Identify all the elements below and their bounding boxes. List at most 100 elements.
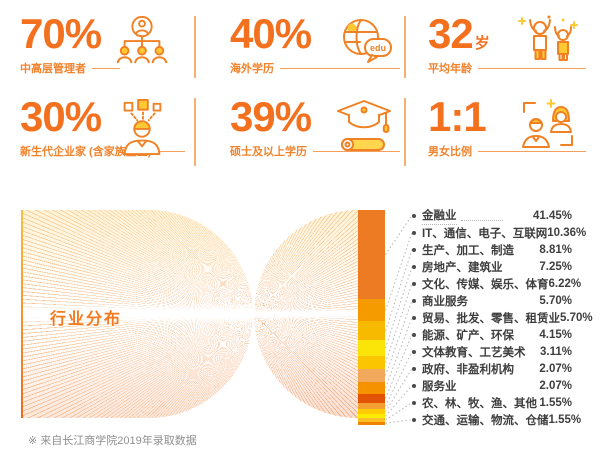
bullet-dot bbox=[412, 383, 416, 388]
industry-row: 文化、传媒、娱乐、体育 6.22% bbox=[412, 275, 581, 292]
stat-rule bbox=[157, 150, 186, 152]
bar-segment bbox=[358, 381, 385, 394]
industry-label: 商业服务 bbox=[422, 295, 468, 308]
footnote: ※ 来自长江商学院2019年录取数据 bbox=[28, 435, 197, 447]
stacked-bar bbox=[358, 210, 385, 425]
industry-label: 交通、运输、物流、仓储 bbox=[422, 414, 549, 427]
stat-rule bbox=[92, 67, 120, 69]
stat-label: 海外学历 bbox=[230, 63, 274, 75]
industry-label: 生产、加工、制造 bbox=[422, 244, 514, 257]
industry-row: 文体教育、工艺美术 3.11% bbox=[412, 343, 572, 360]
chart-title: 行业分布 bbox=[50, 311, 123, 328]
bullet-dot bbox=[412, 366, 416, 371]
stat-label: 中高层管理者 bbox=[20, 63, 86, 75]
industry-value: 5.70% bbox=[539, 294, 572, 307]
stat-label: 男女比例 bbox=[428, 146, 472, 158]
bar-segment bbox=[358, 393, 385, 403]
bullet-dot bbox=[412, 417, 416, 422]
stat-unit: 岁 bbox=[474, 35, 490, 52]
bullet-dot bbox=[412, 281, 416, 286]
stat-average-age: 32 岁 平均年龄 bbox=[428, 13, 586, 85]
bar-segment bbox=[358, 321, 385, 341]
industry-label: 能源、矿产、环保 bbox=[422, 329, 514, 342]
industry-value: 1.55% bbox=[539, 396, 572, 409]
column-divider bbox=[404, 98, 406, 166]
industry-value: 5.70% bbox=[560, 311, 593, 324]
stat-rule bbox=[478, 67, 586, 69]
bullet-dot bbox=[412, 332, 416, 337]
globe-edu-icon: edu bbox=[343, 19, 392, 63]
stat-masters-degree: 39% 硕士及以上学历 bbox=[230, 96, 400, 168]
stat-label: 平均年龄 bbox=[428, 63, 472, 75]
industry-row: 服务业 2.07% bbox=[412, 377, 572, 394]
bar-segment bbox=[358, 409, 385, 414]
stat-overseas-education: 40% 海外学历 edu bbox=[230, 13, 400, 85]
stat-new-generation-entrepreneurs: 30% 新生代企业家 (含家族企业) bbox=[20, 96, 193, 168]
industry-row: 政府、非盈利机构 2.07% bbox=[412, 360, 572, 377]
bar-segment bbox=[358, 421, 385, 425]
bullet-dot bbox=[412, 315, 416, 320]
bar-segment bbox=[358, 369, 385, 382]
industry-value: 4.15% bbox=[539, 328, 572, 341]
industry-value: 6.22% bbox=[548, 277, 582, 290]
bullet-dot bbox=[412, 349, 416, 354]
fan-edge-accent-line bbox=[21, 210, 23, 418]
industry-label: 政府、非盈利机构 bbox=[422, 363, 514, 376]
column-divider bbox=[404, 16, 406, 78]
industry-label: 金融业 bbox=[422, 207, 457, 225]
industry-row: 农、林、牧、渔、其他 1.55% bbox=[412, 394, 572, 411]
leader-lines bbox=[385, 215, 412, 424]
industry-row: 生产、加工、制造 8.81% bbox=[412, 241, 572, 258]
industry-value: 2.07% bbox=[539, 379, 572, 392]
industry-label: IT、通信、电子、互联网 bbox=[422, 227, 548, 240]
gender-ratio-icon bbox=[522, 99, 573, 148]
bullet-dot bbox=[412, 247, 416, 252]
bullet-dot bbox=[412, 230, 416, 235]
bullet-dot bbox=[412, 298, 416, 303]
bullet-dot bbox=[412, 264, 416, 269]
industry-value: 8.81% bbox=[539, 243, 572, 256]
stat-value: 30% bbox=[20, 93, 102, 140]
bar-segment bbox=[358, 413, 385, 419]
fan-waist-gap bbox=[22, 303, 253, 325]
industry-label: 文化、传媒、娱乐、体育 bbox=[422, 278, 549, 291]
svg-text:edu: edu bbox=[370, 43, 386, 53]
fan-waist-gap bbox=[254, 308, 358, 320]
industry-value: 7.25% bbox=[539, 260, 572, 273]
entrepreneur-icon bbox=[123, 98, 162, 156]
industry-value: 41.45% bbox=[532, 209, 572, 222]
stat-middle-senior-managers: 70% 中高层管理者 bbox=[20, 13, 193, 85]
stat-gender-ratio: 1:1 男女比例 bbox=[428, 96, 586, 168]
industry-list: 金融业 41.45% IT、通信、电子、互联网 10.36% 生产、加工、制造 8.81%… bbox=[412, 207, 593, 428]
industry-row: 贸易、批发、零售、租赁业 5.70% bbox=[412, 309, 593, 326]
industry-row: 金融业 41.45% bbox=[412, 207, 572, 225]
stat-value: 70% bbox=[20, 10, 102, 57]
industry-row: 交通、运输、物流、仓储 1.55% bbox=[412, 411, 581, 428]
bar-segment bbox=[358, 340, 385, 356]
industry-value: 3.11% bbox=[540, 345, 572, 358]
bar-segment bbox=[358, 418, 385, 422]
industry-row: 商业服务 5.70% bbox=[412, 292, 572, 309]
bar-segment bbox=[358, 355, 385, 370]
industry-label: 服务业 bbox=[422, 380, 457, 393]
bullet-dot bbox=[412, 400, 416, 405]
column-divider bbox=[194, 16, 196, 78]
bullet-dot bbox=[412, 213, 416, 218]
cheering-people-icon bbox=[518, 15, 578, 61]
industry-label: 房地产、建筑业 bbox=[422, 261, 503, 274]
stat-label: 硕士及以上学历 bbox=[230, 146, 307, 158]
industry-row: IT、通信、电子、互联网 10.36% bbox=[412, 224, 586, 241]
stat-value: 32 bbox=[428, 10, 474, 57]
stat-label: 新生代企业家 (含家族企业) bbox=[20, 146, 152, 158]
org-chart-icon bbox=[116, 15, 168, 64]
industry-row: 能源、矿产、环保 4.15% bbox=[412, 326, 572, 343]
stat-rule bbox=[280, 67, 400, 69]
stat-value: 39% bbox=[230, 93, 312, 140]
bar-segment bbox=[358, 210, 385, 300]
bar-segment bbox=[358, 299, 385, 322]
industry-label: 农、林、牧、渔、其他 bbox=[422, 397, 537, 410]
industry-value: 2.07% bbox=[539, 362, 572, 375]
industry-value: 10.36% bbox=[547, 226, 587, 239]
stat-value: 40% bbox=[230, 10, 312, 57]
industry-label: 文体教育、工艺美术 bbox=[422, 346, 526, 359]
